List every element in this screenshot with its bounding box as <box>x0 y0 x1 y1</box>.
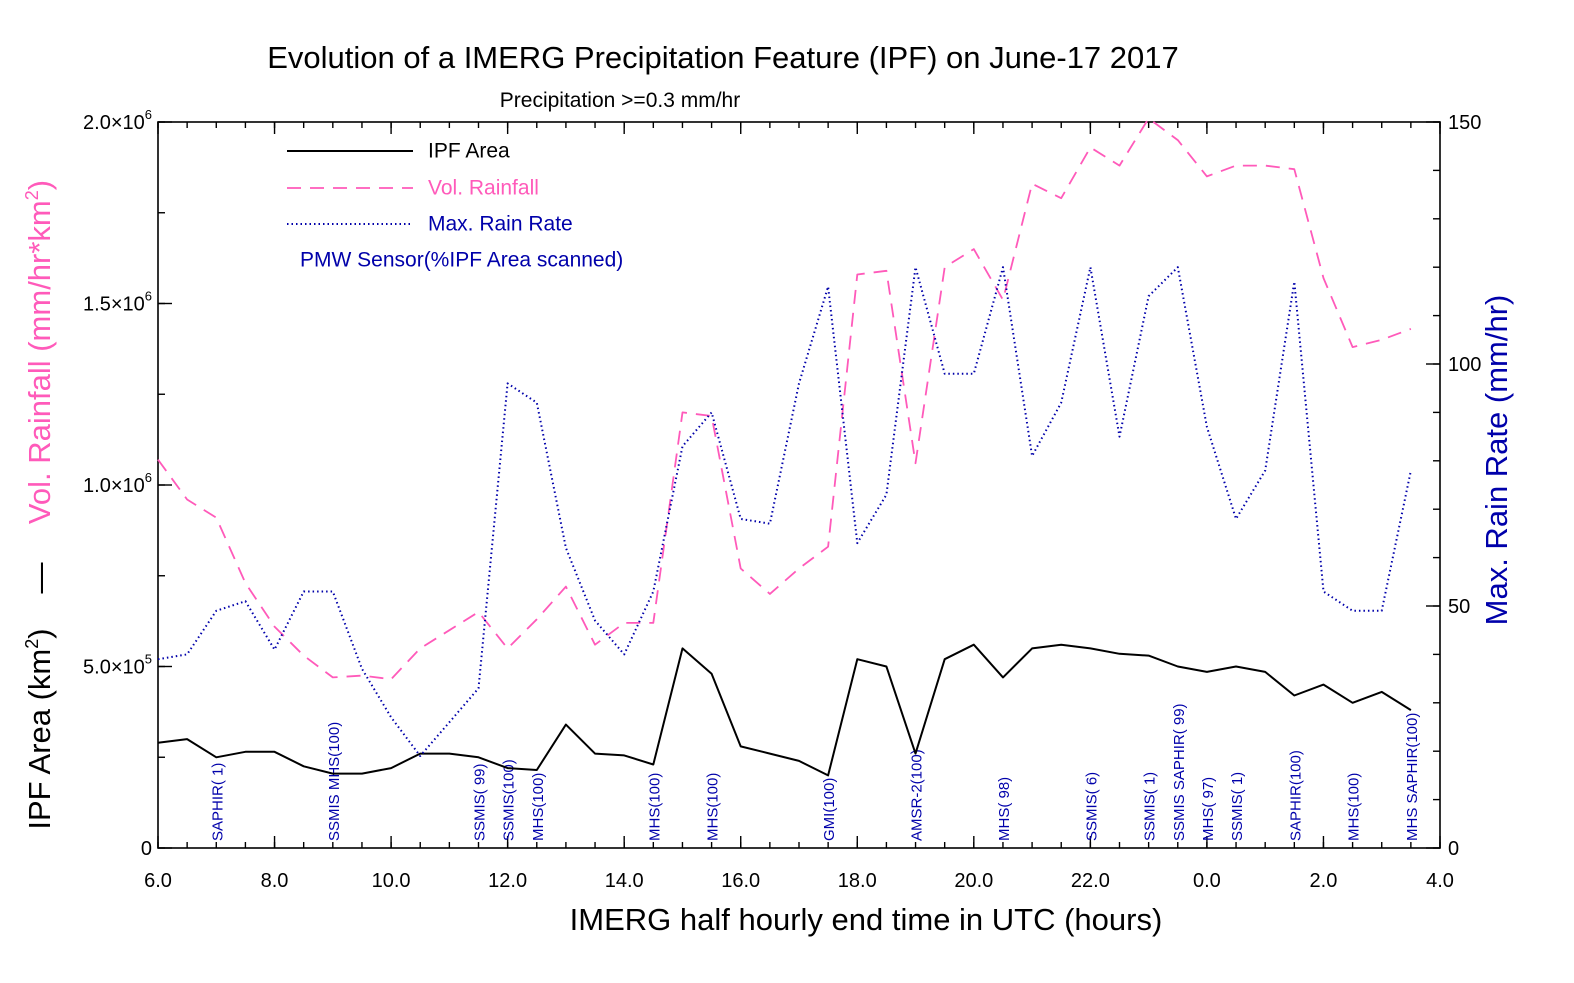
legend-sensor-title: PMW Sensor(%IPF Area scanned) <box>300 249 623 272</box>
plot-frame <box>157 121 1441 849</box>
y-left-tick-mantissa: 5.0×10 <box>83 657 145 679</box>
y-left-tick-label: 1.5×106 <box>83 289 152 316</box>
x-axis-label: IMERG half hourly end time in UTC (hours… <box>570 902 1163 937</box>
sensor-annotation: MHS(100) <box>705 773 722 841</box>
y-left-label-vol-rainfall: Vol. Rainfall (mm/hr*km2) <box>22 180 57 524</box>
sensor-annotation: SSMIS SAPHIR( 99) <box>1171 703 1188 841</box>
y-left-label-ipf-area-exp: 2 <box>22 639 42 649</box>
sensor-annotation: SSMIS( 1) <box>1142 772 1159 841</box>
legend-label-max-rain-rate: Max. Rain Rate <box>428 213 573 236</box>
y-right-tick-label: 0 <box>1448 838 1459 860</box>
legend-label-ipf-area: IPF Area <box>428 140 510 163</box>
x-tick-label: 6.0 <box>144 870 172 892</box>
y-left-tick-mantissa: 2.0×10 <box>83 112 145 134</box>
sensor-annotation: MHS( 97) <box>1200 777 1217 841</box>
y-left-tick-exponent: 6 <box>145 289 152 304</box>
series-line-max-rain-rate <box>157 266 1412 757</box>
y-left-label-vol-rainfall-text: Vol. Rainfall (mm/hr*km <box>22 200 57 524</box>
sensor-annotation: SSMIS MHS(100) <box>326 722 343 841</box>
series-line-ipf-area <box>157 643 1412 777</box>
chart-title: Evolution of a IMERG Precipitation Featu… <box>267 40 1179 75</box>
y-left-tick-label: 5.0×105 <box>83 652 152 679</box>
y-right-tick-label: 50 <box>1448 596 1470 618</box>
legend: IPF Area Vol. Rainfall Max. Rain Rate PM… <box>287 140 623 272</box>
sensor-annotation: MHS(100) <box>646 773 663 841</box>
sensor-annotation: GMI(100) <box>821 778 838 841</box>
y-left-tick-exponent: 6 <box>145 470 152 485</box>
x-tick-label: 14.0 <box>605 870 644 892</box>
series-line-vol-rainfall <box>157 117 1412 681</box>
sensor-annotation: MHS( 98) <box>996 777 1013 841</box>
y-left-tick-exponent: 5 <box>145 652 152 667</box>
y-left-label-ipf-area-text: IPF Area (km <box>22 649 57 830</box>
x-tick-label: 16.0 <box>721 870 760 892</box>
sensor-annotation: SAPHIR(100) <box>1287 750 1304 841</box>
sensor-annotation: SSMIS( 99) <box>472 763 489 841</box>
series-lines <box>157 117 1412 777</box>
sensor-annotation: MHS(100) <box>1346 773 1363 841</box>
sensor-annotations: SAPHIR( 1) SSMIS MHS(100) SSMIS( 99) SSMIS(… <box>209 703 1421 841</box>
y-right-tick-label: 100 <box>1448 354 1481 376</box>
sensor-annotation: SSMIS( 1) <box>1229 772 1246 841</box>
sensor-annotation: SSMIS( 6) <box>1083 772 1100 841</box>
sensor-annotation: SAPHIR( 1) <box>209 763 226 841</box>
x-tick-label: 22.0 <box>1071 870 1110 892</box>
chart-subtitle: Precipitation >=0.3 mm/hr <box>500 89 740 112</box>
y-left-label-vol-rainfall-close: ) <box>22 180 57 190</box>
axes: 6.0 8.0 10.0 12.0 14.0 16.0 18.0 20.0 22.0 0.0 2.0… <box>83 107 1481 892</box>
legend-label-vol-rainfall: Vol. Rainfall <box>428 177 539 200</box>
x-tick-label: 18.0 <box>838 870 877 892</box>
sensor-annotation: AMSR-2(100) <box>909 749 926 841</box>
sensor-annotation: MHS(100) <box>530 773 547 841</box>
y-left-tick-label: 2.0×106 <box>83 107 152 134</box>
y-left-label-ipf-area: IPF Area (km2) <box>22 628 57 829</box>
y-left-label-marker: — <box>22 563 57 594</box>
y-left-tick-label: 1.0×106 <box>83 470 152 497</box>
x-tick-label: 8.0 <box>261 870 289 892</box>
x-tick-label: 12.0 <box>488 870 527 892</box>
x-tick-label: 2.0 <box>1310 870 1338 892</box>
y-left-tick-mantissa: 1.5×10 <box>83 294 145 316</box>
y-right-label: Max. Rain Rate (mm/hr) <box>1479 295 1514 626</box>
y-left-label-ipf-area-close: ) <box>22 628 57 638</box>
y-left-tick-mantissa: 1.0×10 <box>83 475 145 497</box>
y-left-tick-mantissa: 0 <box>141 838 152 860</box>
y-left-label-vol-rainfall-exp: 2 <box>22 190 42 200</box>
y-left-tick-exponent: 6 <box>145 107 152 122</box>
sensor-annotation: MHS SAPHIR(100) <box>1404 713 1421 841</box>
x-tick-label: 20.0 <box>954 870 993 892</box>
x-tick-label: 0.0 <box>1193 870 1221 892</box>
y-left-tick-label: 0 <box>141 838 152 860</box>
y-right-tick-label: 150 <box>1448 112 1481 134</box>
x-tick-label: 10.0 <box>372 870 411 892</box>
sensor-annotation: SSMIS(100) <box>501 759 518 841</box>
x-tick-label: 4.0 <box>1426 870 1454 892</box>
